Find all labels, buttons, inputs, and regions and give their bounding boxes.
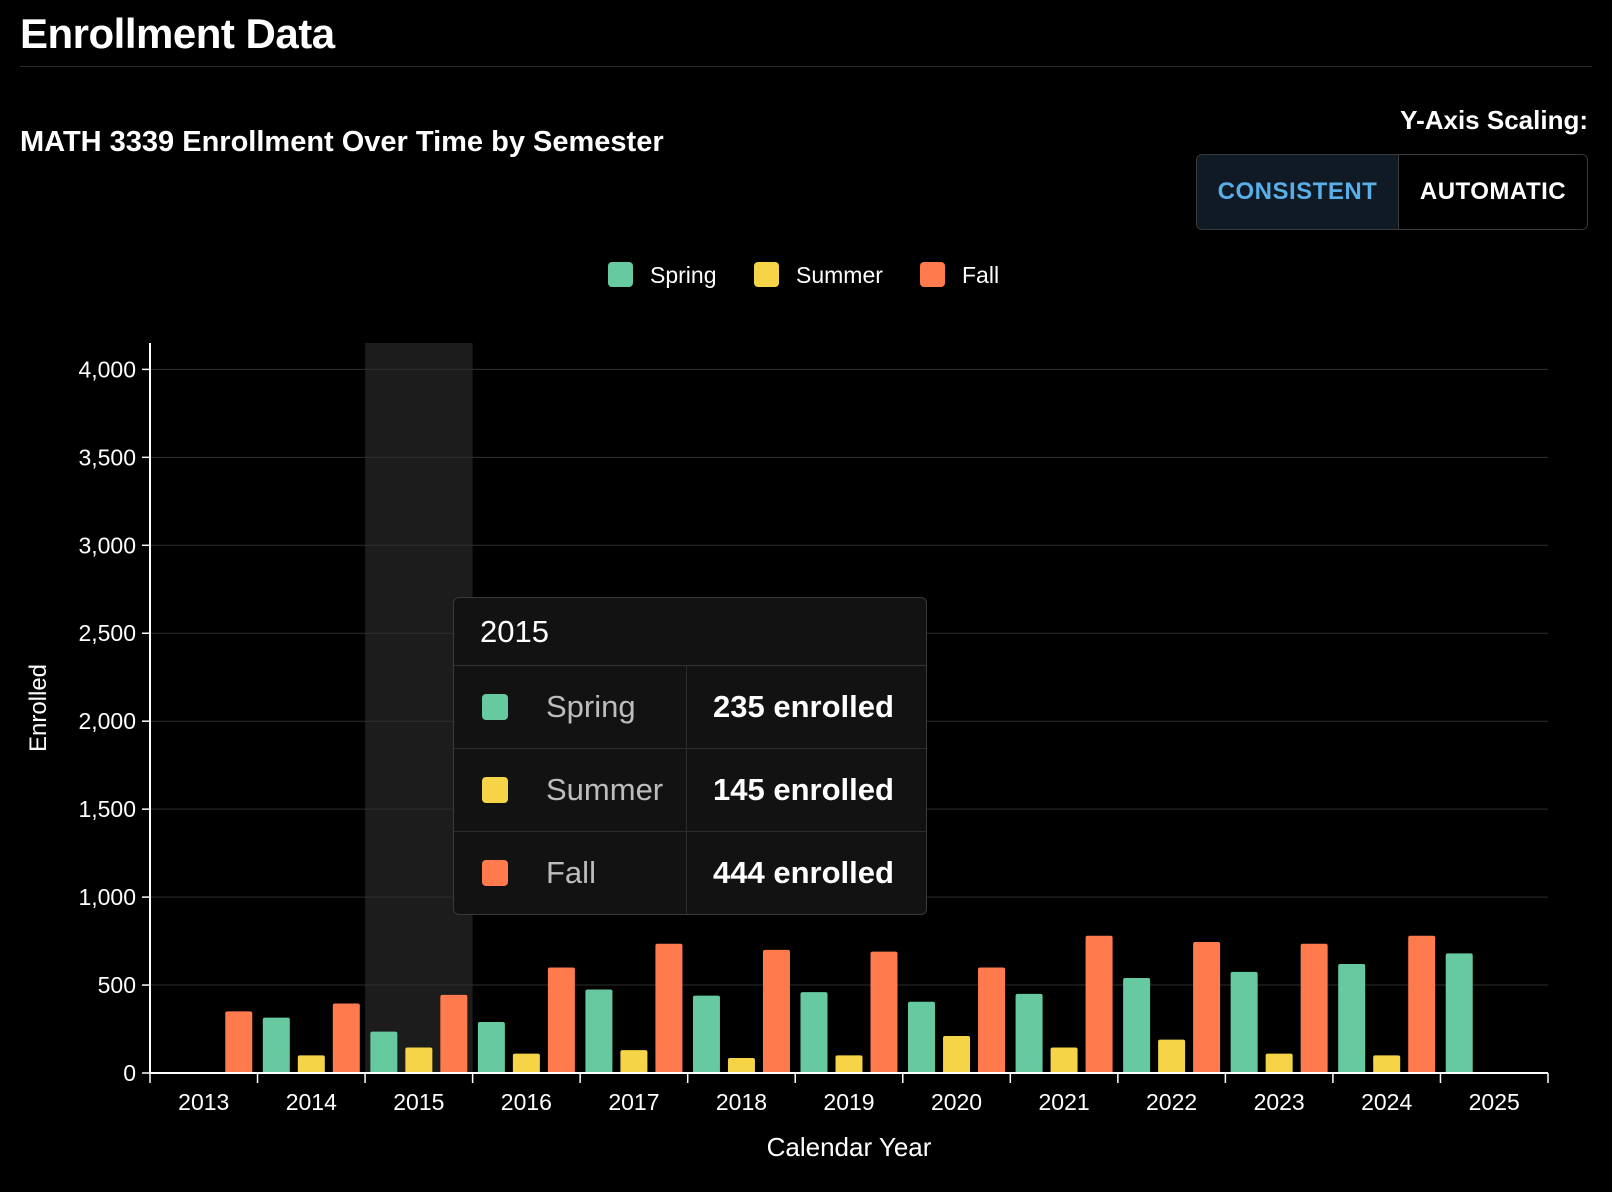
tooltip-series-value: 145 enrolled: [713, 772, 894, 807]
automatic-scaling-button[interactable]: AUTOMATIC: [1399, 155, 1587, 229]
x-tick-label: 2019: [823, 1089, 874, 1115]
spring-swatch-icon: [482, 694, 508, 720]
page-title: Enrollment Data: [20, 10, 335, 57]
tooltip-series-name: Summer: [546, 772, 664, 807]
bar-spring-2018: [692, 995, 720, 1073]
fall-swatch-icon: [482, 860, 508, 886]
bar-spring-2019: [800, 992, 828, 1073]
axes: [149, 343, 1548, 1074]
bars: [225, 935, 1473, 1073]
bar-summer-2023: [1265, 1053, 1293, 1073]
bar-fall-2020: [978, 967, 1006, 1073]
bar-spring-2025: [1445, 953, 1473, 1073]
y-tick-label: 1,500: [78, 796, 136, 822]
chart-tooltip: 2015 Spring 235 enrolled Summer 145 enro…: [453, 597, 927, 915]
x-ticks: 2013 2014 2015 2016 2017 2018 2019 2020 2021 2022…: [149, 1073, 1549, 1115]
tooltip-row-fall: Fall 444 enrolled: [454, 832, 926, 914]
bar-summer-2019: [835, 1055, 863, 1073]
bar-spring-2016: [477, 1021, 505, 1073]
x-tick-label: 2017: [608, 1089, 659, 1115]
legend-swatch-summer-icon: [754, 262, 779, 287]
tooltip-year: 2015: [454, 598, 926, 666]
x-tick-label: 2015: [393, 1089, 444, 1115]
bar-summer-2018: [727, 1058, 755, 1073]
x-tick-label: 2022: [1146, 1089, 1197, 1115]
y-ticks: 0 500 1,000 1,500 2,000 2,500 3,000 3,500 4,000: [78, 356, 150, 1086]
y-axis-scaling-toggle: CONSISTENT AUTOMATIC: [1196, 154, 1588, 230]
bar-spring-2021: [1015, 993, 1043, 1073]
bar-fall-2021: [1085, 935, 1113, 1073]
y-tick-label: 3,500: [78, 444, 136, 470]
x-tick-label: 2021: [1038, 1089, 1089, 1115]
x-tick-label: 2018: [716, 1089, 767, 1115]
legend-label-fall: Fall: [962, 262, 999, 288]
x-axis-label: Calendar Year: [767, 1132, 932, 1162]
bar-summer-2016: [512, 1053, 540, 1073]
bar-spring-2014: [262, 1017, 290, 1073]
y-tick-label: 500: [98, 972, 136, 998]
y-tick-label: 2,500: [78, 620, 136, 646]
bar-spring-2022: [1123, 978, 1151, 1073]
bar-fall-2023: [1300, 943, 1328, 1073]
bar-fall-2018: [762, 949, 790, 1073]
x-tick-label: 2013: [178, 1089, 229, 1115]
legend-label-summer: Summer: [796, 262, 883, 288]
chart-legend: Spring Summer Fall: [608, 262, 999, 288]
bar-fall-2024: [1408, 935, 1436, 1073]
tooltip-series-name: Fall: [546, 855, 596, 890]
tooltip-row-summer: Summer 145 enrolled: [454, 749, 926, 832]
y-tick-label: 2,000: [78, 708, 136, 734]
x-tick-label: 2024: [1361, 1089, 1412, 1115]
x-tick-label: 2014: [286, 1089, 337, 1115]
tooltip-row-spring: Spring 235 enrolled: [454, 666, 926, 749]
y-axis-scaling-label: Y-Axis Scaling:: [1400, 105, 1588, 135]
y-tick-label: 3,000: [78, 532, 136, 558]
consistent-scaling-button[interactable]: CONSISTENT: [1197, 155, 1399, 229]
tooltip-series-value: 235 enrolled: [713, 689, 894, 724]
legend-swatch-fall-icon: [920, 262, 945, 287]
x-tick-label: 2020: [931, 1089, 982, 1115]
chart-title: MATH 3339 Enrollment Over Time by Semest…: [20, 126, 664, 158]
bar-fall-2013: [225, 1011, 253, 1073]
bar-summer-2024: [1373, 1055, 1401, 1073]
title-divider: [20, 66, 1592, 67]
legend-swatch-spring-icon: [608, 262, 633, 287]
y-axis-label: Enrolled: [25, 664, 52, 752]
x-tick-label: 2023: [1254, 1089, 1305, 1115]
bar-spring-2020: [908, 1001, 936, 1073]
bar-summer-2022: [1158, 1039, 1186, 1073]
bar-summer-2014: [297, 1055, 325, 1073]
bar-summer-2015: [405, 1047, 433, 1073]
tooltip-series-name: Spring: [546, 689, 636, 724]
bar-fall-2016: [547, 967, 575, 1073]
x-tick-label: 2025: [1469, 1089, 1520, 1115]
bar-spring-2015: [370, 1031, 398, 1073]
bar-spring-2023: [1230, 971, 1258, 1073]
bar-fall-2015: [440, 994, 468, 1073]
bar-spring-2017: [585, 989, 613, 1073]
bar-fall-2022: [1193, 941, 1221, 1073]
bar-summer-2021: [1050, 1047, 1078, 1073]
bar-fall-2014: [332, 1003, 360, 1073]
y-tick-label: 1,000: [78, 884, 136, 910]
bar-spring-2024: [1338, 963, 1366, 1073]
bar-summer-2020: [943, 1036, 971, 1073]
bar-summer-2017: [620, 1050, 648, 1073]
summer-swatch-icon: [482, 777, 508, 803]
bar-fall-2019: [870, 951, 898, 1073]
y-tick-label: 4,000: [78, 356, 136, 382]
x-tick-label: 2016: [501, 1089, 552, 1115]
tooltip-series-value: 444 enrolled: [713, 855, 894, 890]
y-tick-label: 0: [123, 1060, 136, 1086]
legend-label-spring: Spring: [650, 262, 716, 288]
bar-fall-2017: [655, 943, 683, 1073]
